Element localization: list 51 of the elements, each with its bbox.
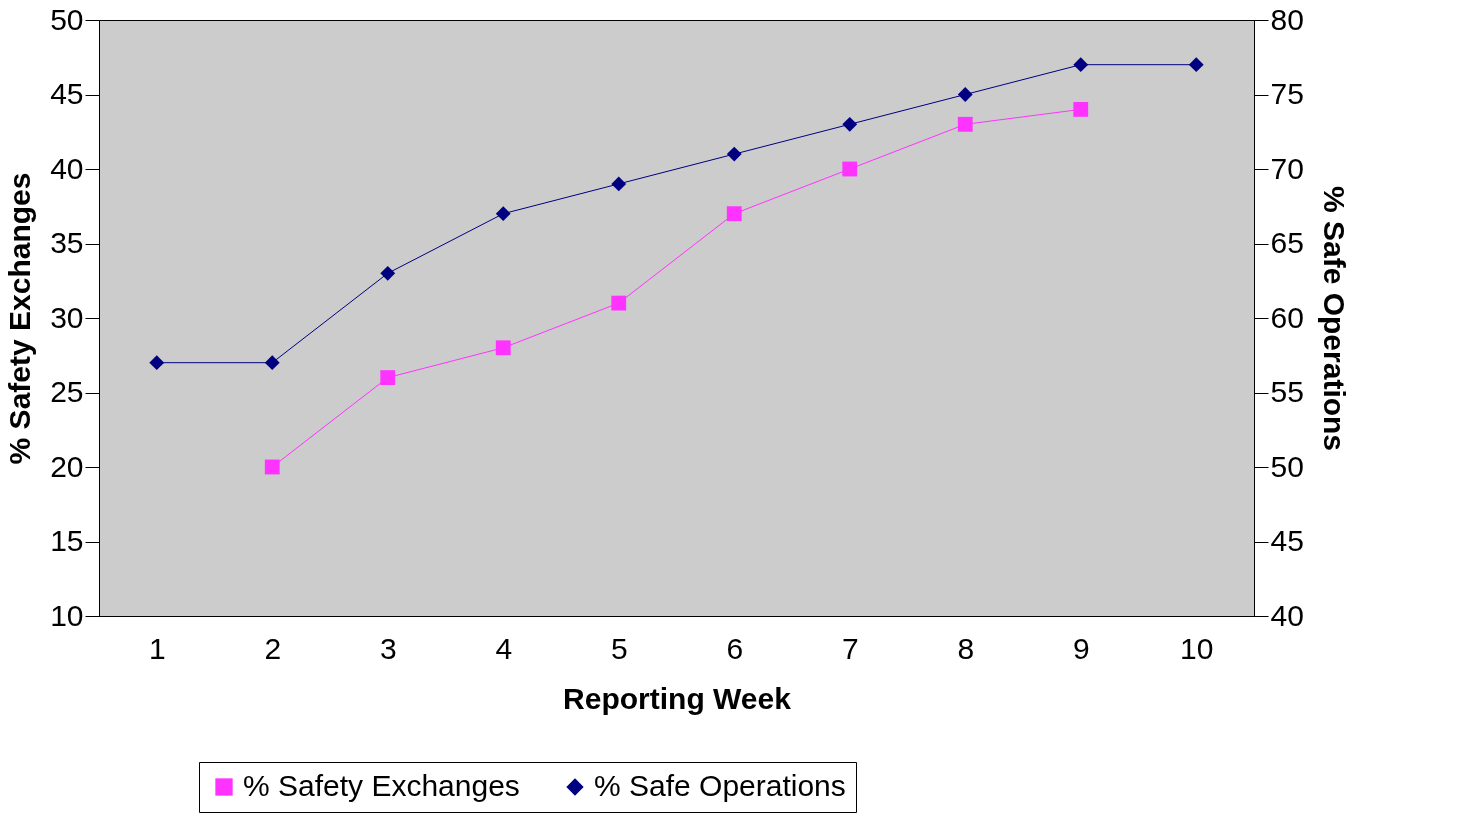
y-tick-label: 35 [50,226,84,259]
point [380,370,396,386]
y-axis-title: % Safety Exchanges [3,172,37,465]
y2-tick-label: 80 [1270,2,1304,36]
y-tick-label: 20 [50,449,84,483]
point [264,355,280,371]
y-tick-label: 30 [50,300,84,334]
y2-tick-label: 75 [1270,77,1304,110]
legend-label: % Safety Exchanges [243,769,520,802]
point [1188,57,1204,73]
y2-axis-title: % Safe Operations [1317,185,1351,452]
x-tick-label: 1 [148,631,166,665]
y2-tick-label: 45 [1270,524,1304,557]
y-tick-label: 50 [50,2,84,36]
x-tick-label: 5 [610,631,628,665]
y-tick-label: 25 [50,375,84,408]
x-tick-label: 9 [1072,631,1090,665]
point [726,206,742,222]
point [380,265,396,281]
x-tick-label: 7 [841,631,859,665]
point [957,116,973,132]
y2-tick-label: 70 [1270,151,1304,185]
legend-label: % Safe Operations [594,769,846,802]
x-tick-label: 10 [1180,631,1214,665]
point [1073,57,1089,73]
point [495,340,511,356]
point [264,459,280,475]
y2-tick-label: 60 [1270,300,1304,334]
point [842,116,858,132]
point [726,146,742,162]
y2-tick-label: 65 [1270,226,1304,259]
point [842,161,858,177]
point [495,206,511,222]
y2-tick-label: 50 [1270,449,1304,483]
y-tick-label: 40 [50,151,84,185]
y2-tick-label: 55 [1270,375,1304,408]
x-tick-label: 2 [264,631,282,665]
x-tick-label: 6 [726,631,744,665]
y-tick-label: 15 [50,524,84,557]
x-tick-label: 4 [495,631,513,665]
x-axis-title: Reporting Week [563,681,792,715]
x-tick-label: 8 [957,631,975,665]
point [1073,101,1089,117]
y2-tick-label: 40 [1270,598,1304,632]
y-tick-label: 10 [50,598,84,632]
point [149,355,165,371]
x-tick-label: 3 [379,631,397,665]
point [611,176,627,192]
point [957,87,973,102]
point [611,295,627,311]
y-tick-label: 45 [50,77,84,110]
